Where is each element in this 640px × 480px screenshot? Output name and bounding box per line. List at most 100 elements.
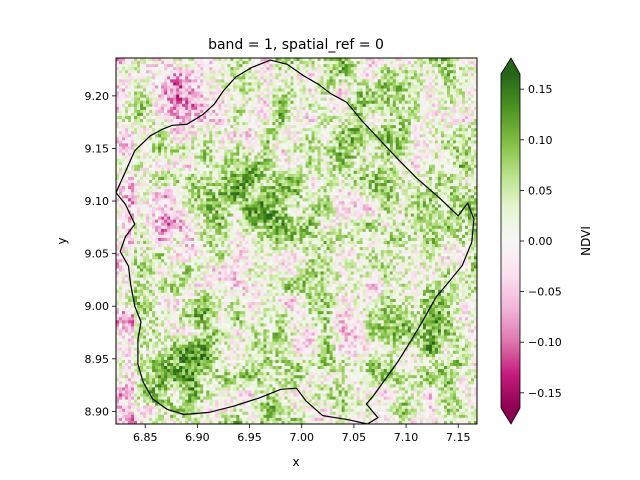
- raster-cell: [362, 170, 367, 175]
- raster-cell: [293, 76, 297, 80]
- raster-cell: [278, 122, 282, 126]
- raster-cell: [332, 146, 336, 150]
- raster-cell: [443, 106, 448, 111]
- raster-cell: [296, 106, 300, 111]
- raster-cell: [413, 134, 418, 138]
- raster-cell: [392, 64, 397, 68]
- raster-cell: [329, 176, 333, 181]
- raster-cell: [284, 109, 288, 114]
- raster-cell: [173, 91, 177, 95]
- raster-cell: [413, 128, 418, 132]
- raster-cell: [170, 122, 174, 126]
- raster-cell: [317, 73, 321, 77]
- raster-cell: [179, 91, 183, 95]
- raster-cell: [164, 70, 168, 74]
- raster-cell: [239, 94, 243, 98]
- raster-cell: [467, 76, 472, 80]
- raster-cell: [242, 131, 246, 135]
- raster-cell: [434, 146, 439, 150]
- raster-cell: [245, 143, 249, 147]
- raster-cell: [167, 167, 171, 172]
- raster-cell: [395, 85, 400, 89]
- raster-cell: [314, 100, 318, 105]
- raster-cell: [407, 58, 412, 62]
- raster-cell: [395, 115, 400, 120]
- raster-cell: [302, 82, 306, 86]
- raster-cell: [395, 164, 400, 169]
- raster-cell: [374, 164, 379, 169]
- raster-cell: [356, 79, 361, 83]
- raster-cell: [464, 64, 469, 68]
- raster-cell: [209, 106, 213, 111]
- raster-cell: [122, 76, 126, 80]
- raster-cell: [293, 91, 297, 95]
- raster-cell: [266, 122, 270, 126]
- raster-cell: [467, 58, 472, 62]
- raster-cell: [278, 183, 282, 187]
- raster-cell: [191, 167, 195, 172]
- raster-cell: [131, 125, 135, 129]
- raster-cell: [149, 79, 153, 83]
- raster-cell: [410, 170, 415, 175]
- raster-cell: [419, 85, 424, 89]
- raster-cell: [206, 88, 210, 92]
- raster-cell: [140, 131, 144, 135]
- raster-cell: [119, 134, 123, 138]
- raster-cell: [461, 97, 466, 102]
- raster-cell: [341, 143, 345, 147]
- raster-cell: [380, 152, 385, 156]
- raster-cell: [134, 94, 138, 98]
- raster-cell: [224, 103, 228, 108]
- raster-cell: [284, 58, 288, 62]
- raster-cell: [458, 94, 463, 98]
- raster-cell: [365, 67, 370, 71]
- raster-cell: [458, 103, 463, 108]
- raster-cell: [392, 125, 397, 129]
- raster-cell: [311, 137, 315, 141]
- raster-cell: [146, 149, 150, 153]
- raster-cell: [212, 79, 216, 83]
- raster-cell: [434, 61, 439, 65]
- raster-cell: [161, 176, 165, 181]
- raster-cell: [281, 82, 285, 86]
- raster-cell: [206, 180, 210, 184]
- raster-cell: [119, 155, 123, 159]
- raster-cell: [377, 158, 382, 163]
- raster-cell: [455, 143, 460, 147]
- raster-cell: [275, 64, 279, 68]
- raster-cell: [350, 70, 355, 74]
- raster-cell: [407, 134, 412, 138]
- raster-cell: [260, 58, 264, 62]
- raster-cell: [197, 164, 201, 169]
- raster-cell: [131, 112, 135, 117]
- raster-cell: [191, 146, 195, 150]
- raster-cell: [227, 67, 231, 71]
- raster-cell: [398, 76, 403, 80]
- raster-cell: [332, 180, 336, 184]
- raster-cell: [359, 58, 364, 62]
- raster-cell: [197, 122, 201, 126]
- raster-cell: [440, 149, 445, 153]
- raster-cell: [152, 58, 156, 62]
- raster-cell: [164, 103, 168, 108]
- raster-cell: [287, 97, 291, 102]
- raster-cell: [458, 79, 463, 83]
- raster-cell: [338, 122, 342, 126]
- raster-cell: [416, 119, 421, 123]
- raster-cell: [443, 137, 448, 141]
- raster-cell: [278, 91, 282, 95]
- raster-cell: [425, 146, 430, 150]
- raster-cell: [257, 170, 261, 175]
- raster-cell: [374, 61, 379, 65]
- raster-cell: [365, 109, 370, 114]
- raster-cell: [353, 85, 358, 89]
- raster-cell: [260, 82, 264, 86]
- raster-cell: [470, 164, 475, 169]
- raster-cell: [137, 85, 141, 89]
- raster-cell: [311, 100, 315, 105]
- raster-cell: [182, 164, 186, 169]
- raster-cell: [254, 109, 258, 114]
- raster-cell: [365, 82, 370, 86]
- raster-cell: [179, 170, 183, 175]
- raster-cell: [239, 140, 243, 144]
